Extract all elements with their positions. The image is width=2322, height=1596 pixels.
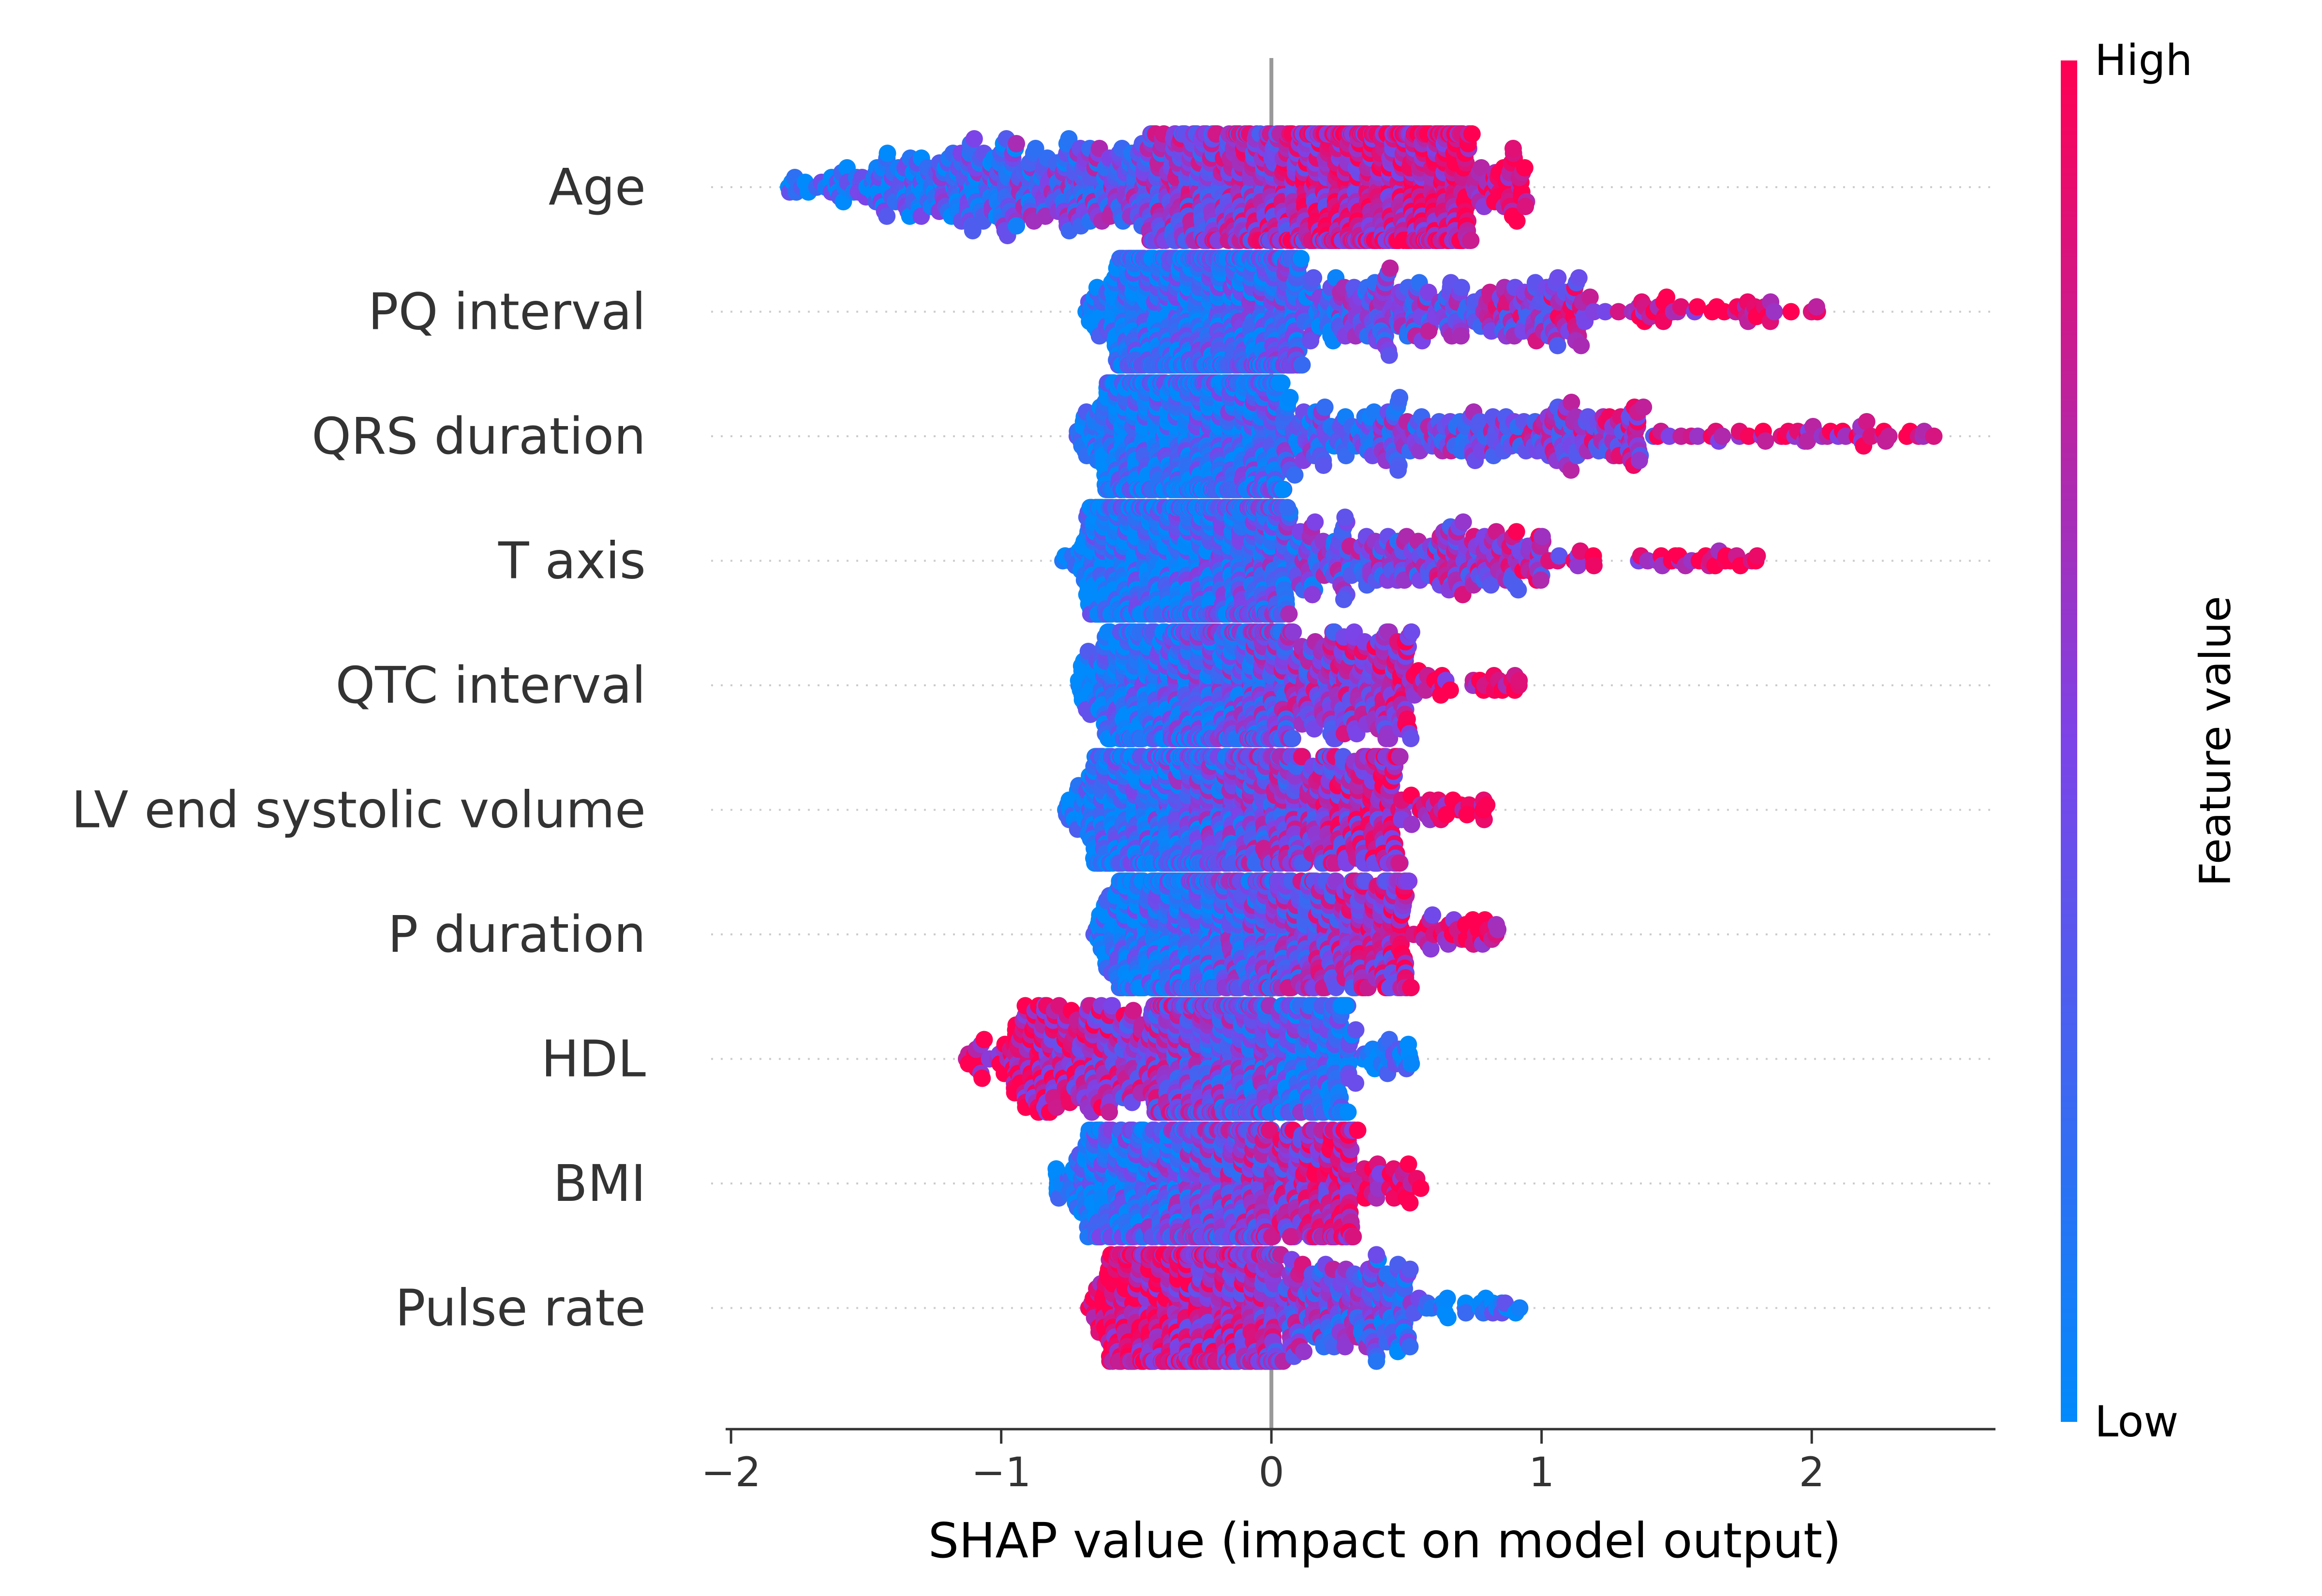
shap-point [1391,389,1409,406]
shap-point [1281,389,1299,406]
shap-point [1548,337,1566,355]
feature-points-group [1077,250,1826,374]
shap-point [1314,457,1332,474]
shap-point [878,145,896,162]
shap-point [1453,279,1470,296]
shap-point [1925,428,1943,445]
shap-point [1293,356,1311,374]
shap-point [965,130,983,148]
shap-point [1274,481,1292,498]
shap-point [1380,346,1398,364]
shap-point [1570,269,1588,287]
shap-point [1688,298,1706,316]
shap-point [1504,140,1522,157]
shap-point [1008,135,1026,152]
beeswarm-points [780,125,1943,1370]
shap-point [1452,327,1470,345]
shap-point [1713,428,1731,445]
shap-point [1302,332,1320,350]
shap-point [1305,269,1323,287]
shap-point [1756,432,1774,450]
shap-point [1027,140,1044,157]
feature-points-group [1068,374,1943,498]
shap-point [1060,130,1078,148]
shap-point [1782,303,1800,321]
shap-point [1316,399,1334,416]
shap-point [1572,337,1590,355]
shap-point [1389,461,1407,479]
shap-point [1462,232,1480,249]
shap-point [1516,159,1533,177]
shap-point [1880,428,1898,445]
shap-point [1463,125,1481,143]
shap-point [1381,259,1399,277]
shap-point [1292,250,1310,267]
shap-point [1286,466,1304,484]
shap-point [1630,452,1648,469]
shap-point [1008,217,1026,235]
shap-point [1273,374,1291,392]
feature-points-group [780,125,1535,249]
shap-point [1808,298,1826,316]
shap-point [1517,198,1534,215]
shap-point [1508,212,1526,230]
shap-point [878,207,896,225]
feature-points-group [1054,499,1766,623]
shap-point [1581,288,1599,306]
shap-point [1635,399,1652,416]
shap-point [1765,303,1783,321]
